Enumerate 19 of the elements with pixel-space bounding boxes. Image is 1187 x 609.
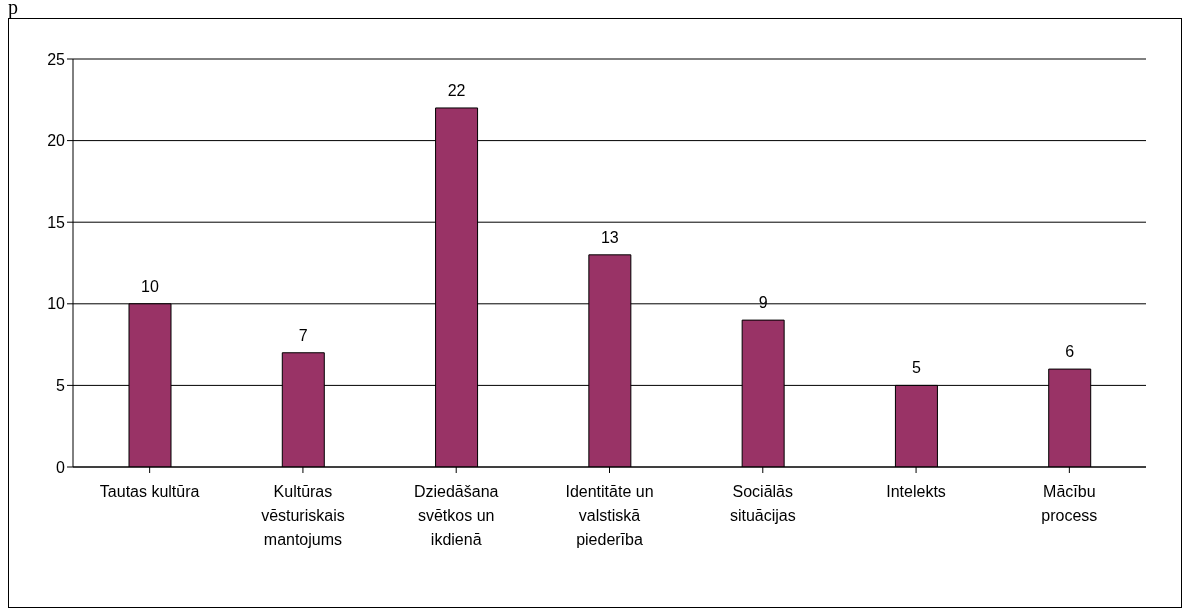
x-tick-label: Tautas kultūra	[99, 483, 200, 500]
y-tick-label: 10	[47, 295, 66, 313]
x-tick-label: Intelekts	[886, 483, 946, 500]
data-label: 7	[298, 326, 308, 344]
data-label: 10	[141, 277, 159, 295]
x-tick-label: Mācību process	[1041, 483, 1098, 524]
data-label: 22	[447, 81, 466, 99]
y-tick-label: 20	[47, 132, 66, 150]
x-tick-label: Kultūras vēsturiskais mantojums	[261, 483, 345, 548]
data-label: 5	[911, 359, 921, 377]
data-label: 13	[600, 228, 619, 246]
y-tick-label: 5	[56, 377, 66, 395]
data-label: 6	[1065, 343, 1075, 361]
y-tick-label: 15	[47, 213, 66, 231]
y-tick-label: 25	[47, 50, 66, 68]
x-tick-label: Dziedāšana svētkos un ikdienā	[413, 483, 499, 548]
y-tick-label: 0	[56, 458, 66, 476]
x-tick-label: Sociālās situācijas	[729, 483, 796, 524]
x-tick-label: Identitāte un valstiskā piederība	[565, 483, 654, 548]
